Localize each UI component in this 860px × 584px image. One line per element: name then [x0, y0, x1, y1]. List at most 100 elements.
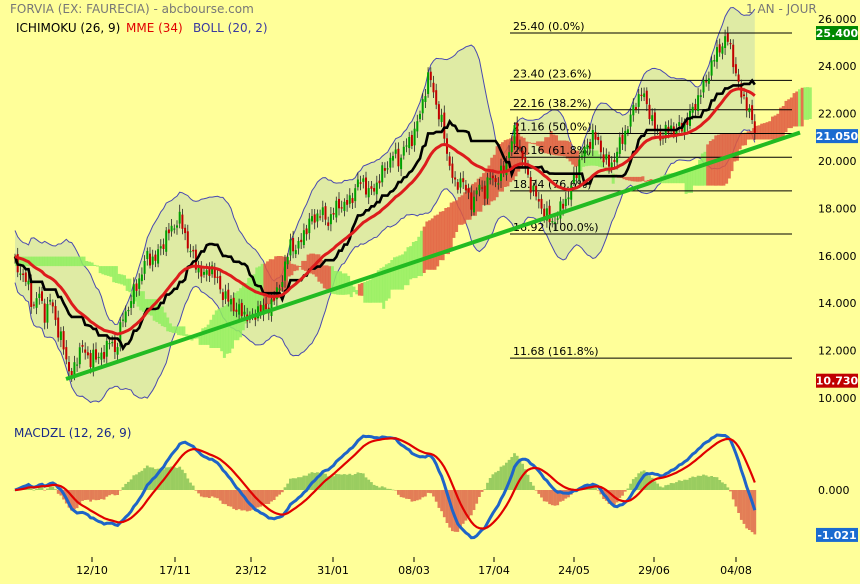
macd-histogram-bar — [178, 466, 182, 490]
cloud-segment — [90, 262, 94, 266]
macd-histogram-bar — [723, 483, 727, 490]
candle-body — [86, 352, 89, 356]
cloud-segment — [433, 215, 437, 270]
candle-body — [294, 250, 297, 255]
macd-histogram-bar — [445, 490, 449, 523]
candle-body — [213, 268, 216, 278]
macd-histogram-bar — [726, 487, 730, 490]
cloud-segment — [463, 192, 467, 224]
candle-body — [186, 231, 189, 249]
cloud-segment — [641, 176, 645, 182]
candle-body — [556, 218, 559, 220]
macd-histogram-bar — [491, 474, 495, 490]
macd-histogram-bar — [618, 490, 622, 498]
macd-histogram-bar — [550, 490, 554, 506]
candle-body — [616, 151, 619, 163]
macd-histogram-bar — [399, 490, 403, 498]
macd-histogram-bar — [696, 475, 700, 490]
macd-histogram-bar — [634, 477, 638, 490]
candle-body — [383, 168, 386, 171]
macd-histogram-bar — [402, 490, 406, 498]
macd-histogram-bar — [734, 490, 738, 507]
candle-body — [489, 178, 492, 180]
macd-histogram-bar — [472, 490, 476, 510]
candle-body — [257, 306, 259, 319]
macd-histogram-bar — [202, 490, 206, 498]
macd-histogram-bar — [148, 467, 152, 490]
macd-histogram-bar — [688, 477, 692, 490]
candle-body — [743, 94, 745, 96]
candle-body — [724, 36, 727, 48]
candle-body — [343, 201, 346, 211]
cloud-segment — [379, 268, 383, 303]
candle-body — [46, 304, 49, 323]
cloud-segment — [384, 264, 388, 301]
cloud-segment — [209, 319, 213, 348]
macd-histogram-bar — [594, 487, 597, 490]
candle-body — [138, 278, 141, 289]
candle-body — [308, 218, 311, 234]
candle-body — [589, 142, 592, 149]
cloud-segment — [465, 188, 469, 220]
cloud-segment — [609, 169, 612, 172]
cloud-segment — [74, 256, 78, 267]
cloud-segment — [598, 154, 602, 167]
cloud-segment — [636, 176, 639, 182]
cloud-segment — [328, 266, 332, 290]
macd-histogram-bar — [378, 487, 381, 490]
period-label: 1 AN - JOUR — [746, 2, 817, 16]
macd-histogram-bar — [448, 490, 452, 528]
cloud-segment — [336, 271, 340, 295]
cloud-segment — [136, 291, 140, 307]
macd-histogram-bar — [259, 490, 263, 507]
cloud-segment — [31, 256, 35, 267]
candle-body — [356, 179, 359, 188]
cloud-segment — [730, 133, 734, 172]
candle-body — [178, 211, 181, 224]
cloud-segment — [501, 142, 504, 192]
cloud-segment — [193, 337, 197, 339]
candle-body — [645, 90, 648, 105]
candle-body — [51, 302, 54, 307]
candle-body — [324, 206, 327, 220]
cloud-segment — [158, 306, 162, 324]
cloud-segment — [517, 133, 521, 172]
candle-body — [30, 280, 33, 307]
cloud-segment — [398, 255, 402, 290]
macd-histogram-bar — [418, 490, 422, 500]
candle-body — [89, 353, 92, 368]
cloud-segment — [625, 176, 629, 181]
cloud-segment — [511, 136, 515, 181]
cloud-segment — [538, 141, 542, 152]
macd-histogram-bar — [145, 465, 149, 490]
candle-body — [432, 82, 435, 93]
price-tick-label: 18.000 — [818, 202, 857, 215]
macd-histogram-bar — [388, 488, 392, 490]
macd-histogram-bar — [43, 490, 47, 491]
candle-body — [100, 352, 103, 360]
cloud-segment — [263, 263, 267, 313]
candle-body — [227, 289, 230, 302]
last-price-badge-box — [816, 129, 858, 144]
macd-histogram-bar — [229, 490, 233, 507]
macd-histogram-bar — [410, 490, 414, 502]
cloud-segment — [69, 256, 72, 267]
cloud-segment — [42, 256, 45, 267]
candle-body — [699, 95, 702, 97]
macd-histogram-bar — [251, 490, 254, 510]
macd-histogram-bar — [469, 490, 473, 516]
candle-body — [707, 78, 710, 84]
macd-histogram-bar — [208, 490, 211, 498]
ichimoku-cloud — [15, 87, 812, 358]
macd-histogram-bar — [483, 489, 487, 490]
cloud-segment — [374, 274, 378, 303]
macd-histogram-bar — [175, 467, 179, 490]
candle-body — [486, 177, 489, 199]
candle-body — [545, 208, 548, 221]
candle-body — [513, 125, 516, 144]
macd-histogram-bar — [78, 490, 82, 504]
macd-histogram-bar — [329, 476, 333, 490]
candle-body — [467, 188, 470, 193]
candle-body — [170, 225, 173, 232]
cloud-segment — [525, 141, 529, 155]
